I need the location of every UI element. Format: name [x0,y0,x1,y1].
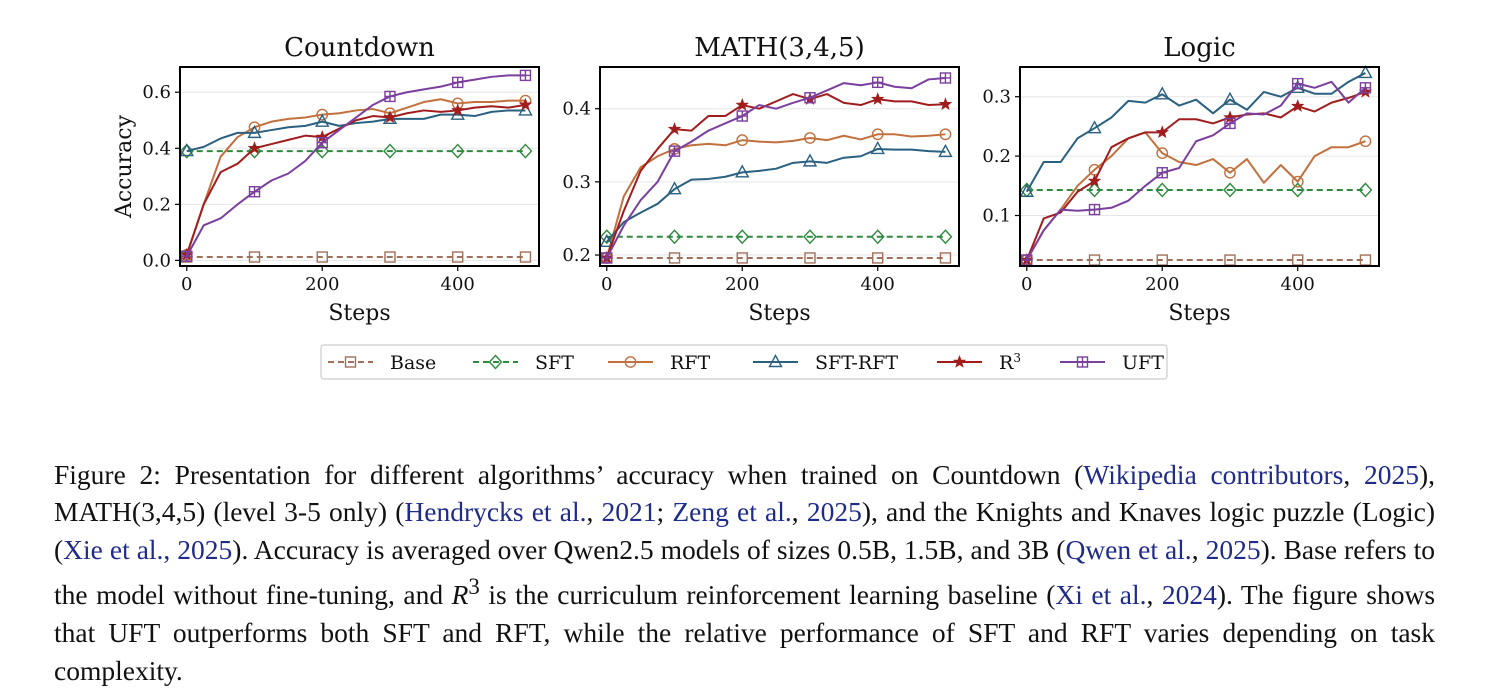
y-tick-label: 0.6 [142,82,171,103]
y-tick-label: 0.1 [982,206,1011,227]
legend-label: SFT [535,352,574,374]
caption-text: Figure 2: Presentation for different alg… [54,459,1083,490]
legend-label: RFT [670,352,710,374]
x-tick-label: 0 [601,274,612,295]
citation-link[interactable]: Xie et al., 2025 [63,534,232,565]
data-point [453,77,463,87]
data-point [1156,126,1168,137]
caption-text: , [586,496,601,527]
caption-text: ; [657,496,673,527]
y-tick-label: 0.2 [562,245,591,266]
legend-label: SFT-RFT [815,352,898,374]
y-tick-label: 0.0 [142,250,171,271]
chart-title: Logic [1163,33,1235,63]
series-sft [1021,183,1372,196]
citation-link[interactable]: 2025 [807,496,862,527]
citation-link[interactable]: 2021 [602,496,657,527]
x-axis-label: Steps [748,301,810,326]
data-point [737,111,747,121]
series-line [187,105,526,255]
series-base [1022,255,1371,265]
series-uft [1022,79,1371,265]
y-tick-label: 0.4 [142,138,171,159]
citation-link[interactable]: Zeng et al. [672,496,791,527]
citation-link[interactable]: 2025 [1364,459,1419,490]
chart-panel-3: 0 200 400 0.1 0.2 0.3 Logic Steps [982,33,1379,326]
chart-panel-1: 0 200 400 0.0 0.2 0.4 0.6 Countdown Steps Accurac… [112,33,539,326]
x-axis-label: Steps [328,301,390,326]
data-point [804,155,816,166]
caption-text: , [1343,459,1364,490]
x-tick-label: 400 [441,274,475,295]
caption-superscript: 3 [468,574,479,599]
x-tick-label: 200 [725,274,759,295]
series-rft [1022,132,1371,265]
series-line [1027,82,1366,260]
caption-text: is the curriculum reinforcement learning… [480,579,1056,610]
citation-link[interactable]: 2024 [1162,579,1217,610]
series-line [607,149,946,242]
caption-text: ). Accuracy is averaged over Qwen2.5 mod… [232,534,1065,565]
figure-caption: Figure 2: Presentation for different alg… [54,456,1435,689]
citation-link[interactable]: 2025 [1206,534,1261,565]
series-line [607,134,946,258]
figure-panels: 0 200 400 0.0 0.2 0.4 0.6 Countdown Steps Accurac… [0,0,1492,400]
chart-title: MATH(3,4,5) [694,33,864,63]
caption-text: , [792,496,807,527]
x-tick-label: 200 [305,274,339,295]
citation-link[interactable]: Wikipedia contributors [1083,459,1343,490]
data-point [520,70,530,80]
x-tick-label: 0 [1021,274,1032,295]
citation-link[interactable]: Hendrycks et al. [404,496,586,527]
y-axis-label: Accuracy [112,114,137,219]
legend-label: Base [390,352,436,374]
data-point [1090,205,1100,215]
y-tick-label: 0.3 [982,87,1011,108]
chart-panel-2: 0 200 400 0.2 0.3 0.4 MATH(3,4,5) Steps [562,33,959,326]
caption-symbol: R [452,579,469,610]
data-point [940,98,952,109]
y-tick-label: 0.2 [142,194,171,215]
legend-label: UFT [1122,352,1164,374]
series-line [1027,73,1366,192]
caption-text: , [1146,579,1161,610]
y-tick-label: 0.2 [982,146,1011,167]
caption-text: , [1192,534,1206,565]
series-line [1027,132,1366,260]
y-tick-label: 0.4 [562,99,591,120]
x-tick-label: 400 [1281,274,1315,295]
series-sft [181,145,532,158]
data-point [872,93,884,104]
series-r3 [1021,86,1371,265]
data-point [1360,136,1370,146]
chart-title: Countdown [284,33,435,63]
y-tick-label: 0.3 [562,172,591,193]
series-line [607,94,946,258]
x-tick-label: 200 [1145,274,1179,295]
x-axis-label: Steps [1168,301,1230,326]
data-point [873,77,883,87]
citation-link[interactable]: Qwen et al. [1065,534,1191,565]
data-point [940,73,950,83]
x-tick-label: 400 [861,274,895,295]
x-tick-label: 0 [181,274,192,295]
data-point [805,93,815,103]
series-sft [601,230,952,243]
legend-box [321,345,1167,379]
series-line [1027,92,1366,260]
data-point [385,91,395,101]
citation-link[interactable]: Xi et al. [1055,579,1146,610]
series-base [602,253,951,263]
